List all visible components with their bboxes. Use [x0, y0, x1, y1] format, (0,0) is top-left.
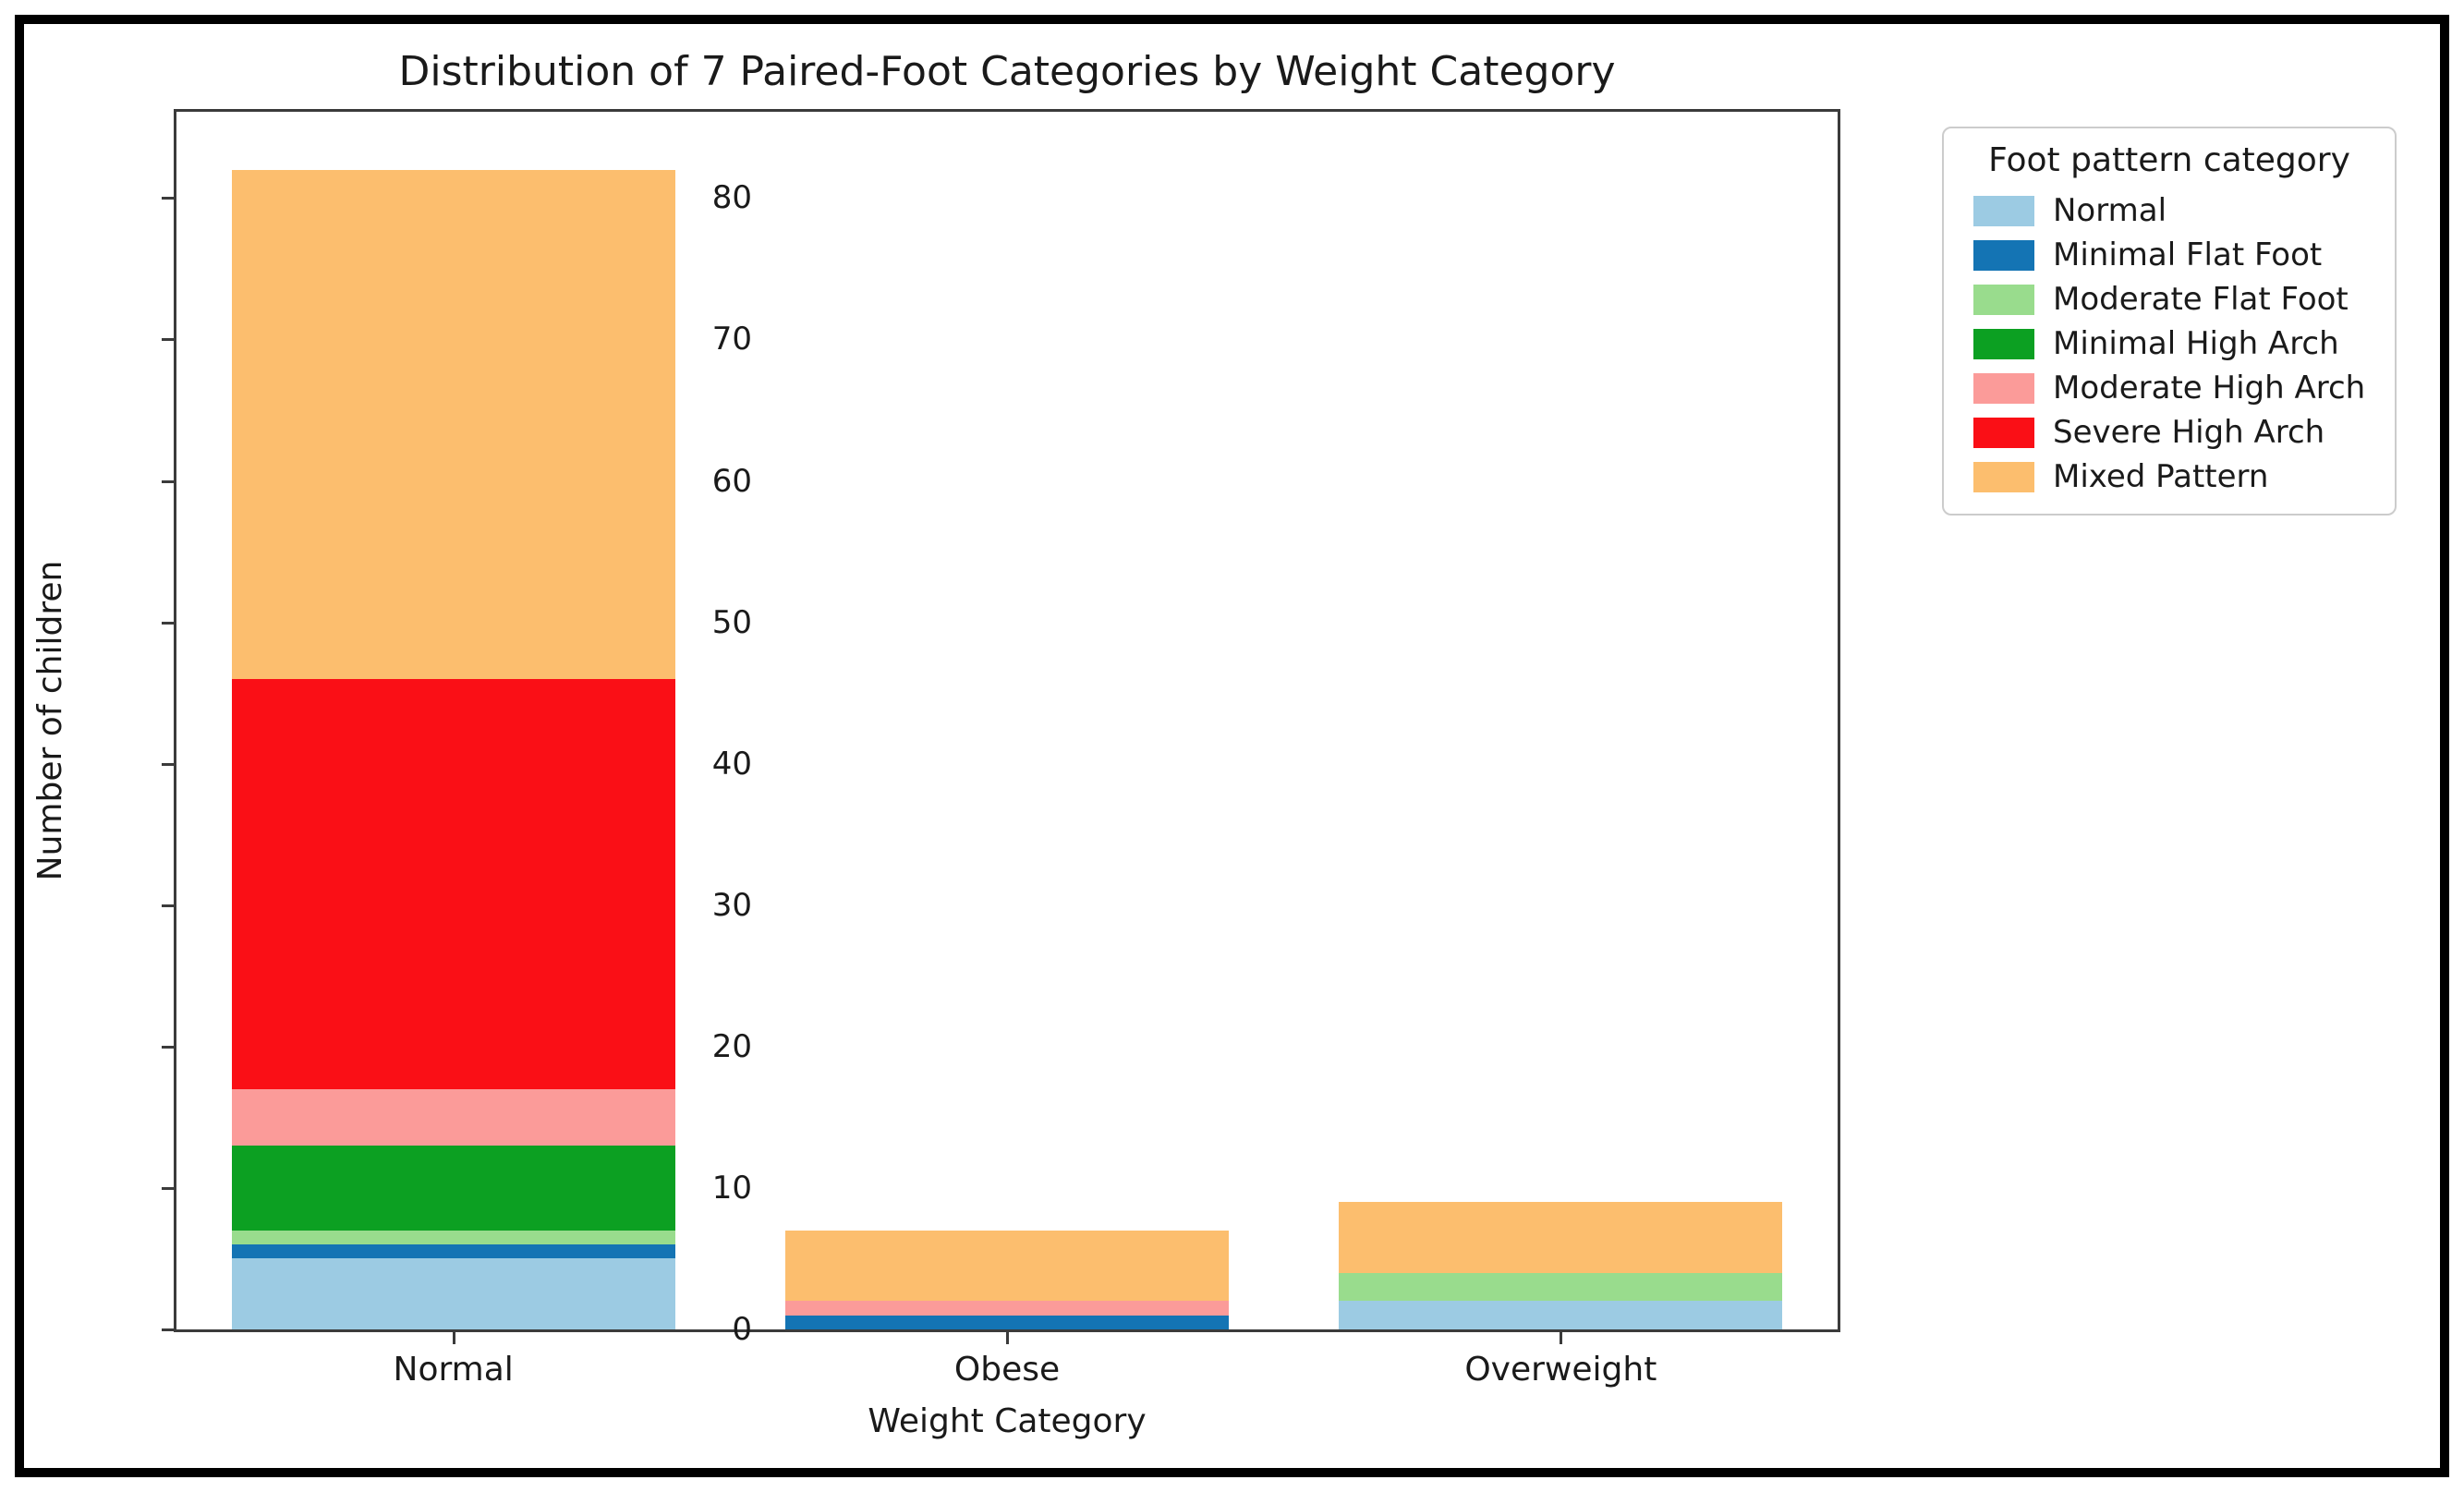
x-tick-label: Obese — [953, 1351, 1061, 1389]
legend-label: Severe High Arch — [2053, 414, 2325, 451]
legend-label: Normal — [2053, 192, 2167, 229]
bar-segment — [785, 1315, 1229, 1329]
y-tick-label: 70 — [711, 321, 752, 358]
legend-swatch-icon — [1973, 239, 2034, 271]
bar-segment — [232, 678, 675, 1089]
bar-segment — [232, 1258, 675, 1329]
y-tick-label: 10 — [711, 1169, 752, 1207]
y-tick-label: 40 — [711, 745, 752, 782]
x-tick-mark — [1560, 1332, 1562, 1344]
legend-swatch-icon — [1973, 195, 2034, 226]
legend-swatch-icon — [1973, 328, 2034, 359]
y-tick-label: 20 — [711, 1027, 752, 1065]
y-tick-label: 0 — [732, 1311, 752, 1348]
plot-area — [162, 109, 1840, 1344]
legend-items: Normal Minimal Flat Foot Moderate Flat Foo… — [1960, 188, 2378, 499]
bar-segment — [232, 1088, 675, 1146]
legend-title: Foot pattern category — [1988, 141, 2350, 179]
figure-border: Distribution of 7 Paired-Foot Categories… — [15, 15, 2449, 1477]
y-tick-mark — [162, 197, 174, 200]
x-tick-mark — [453, 1332, 455, 1344]
legend-item: Mixed Pattern — [1960, 455, 2378, 499]
legend-item: Moderate Flat Foot — [1960, 277, 2378, 321]
legend-item: Minimal High Arch — [1960, 321, 2378, 366]
x-tick-label: Overweight — [1464, 1351, 1657, 1389]
legend-label: Moderate Flat Foot — [2053, 281, 2349, 318]
y-tick-label: 80 — [711, 179, 752, 217]
legend-label: Mixed Pattern — [2053, 458, 2269, 495]
legend-item: Severe High Arch — [1960, 410, 2378, 455]
legend-swatch-icon — [1973, 284, 2034, 315]
legend-item: Minimal Flat Foot — [1960, 233, 2378, 277]
y-tick-label: 60 — [711, 462, 752, 500]
x-tick-label: Normal — [393, 1351, 514, 1389]
y-axis-label: Number of children — [31, 560, 69, 881]
legend-swatch-icon — [1973, 417, 2034, 448]
bar-segment — [232, 1146, 675, 1231]
legend-item: Normal — [1960, 188, 2378, 233]
legend-swatch-icon — [1973, 461, 2034, 492]
y-tick-mark — [162, 1045, 174, 1049]
y-tick-mark — [162, 904, 174, 907]
legend-item: Moderate High Arch — [1960, 366, 2378, 410]
legend-swatch-icon — [1973, 372, 2034, 404]
y-tick-mark — [162, 762, 174, 766]
legend-label: Moderate High Arch — [2053, 370, 2366, 406]
y-tick-mark — [162, 1328, 174, 1331]
bar-segment — [1339, 1272, 1782, 1302]
bar-segment — [1339, 1301, 1782, 1329]
legend-label: Minimal Flat Foot — [2053, 237, 2323, 273]
bar-segment — [1339, 1202, 1782, 1273]
bar-stack — [1339, 1202, 1782, 1329]
legend-label: Minimal High Arch — [2053, 325, 2339, 362]
x-tick-mark — [1006, 1332, 1009, 1344]
bar-stack — [785, 1230, 1229, 1329]
bar-segment — [785, 1301, 1229, 1316]
x-axis-label: Weight Category — [868, 1402, 1147, 1440]
y-tick-mark — [162, 621, 174, 625]
y-tick-label: 50 — [711, 603, 752, 641]
y-tick-mark — [162, 338, 174, 342]
bar-segment — [785, 1230, 1229, 1302]
chart-title: Distribution of 7 Paired-Foot Categories… — [398, 48, 1616, 95]
y-tick-label: 30 — [711, 886, 752, 924]
bar-segment — [232, 1244, 675, 1259]
bar-segment — [232, 1230, 675, 1245]
legend: Foot pattern category Normal Minimal Flat… — [1942, 127, 2397, 516]
y-tick-mark — [162, 479, 174, 483]
bar-segment — [232, 169, 675, 679]
bar-stack — [232, 169, 675, 1329]
y-tick-mark — [162, 1186, 174, 1190]
